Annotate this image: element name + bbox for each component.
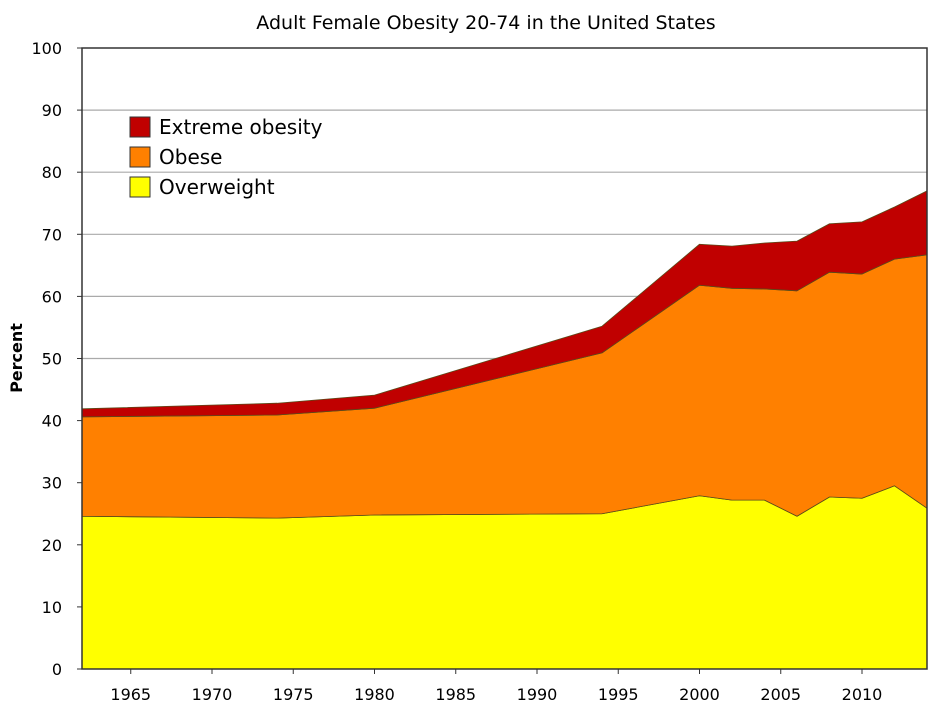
y-tick-label: 40 [42, 412, 62, 431]
x-tick-label: 2000 [679, 685, 720, 704]
legend-swatch [129, 146, 151, 168]
y-tick-label: 90 [42, 101, 62, 120]
legend-label: Obese [159, 145, 222, 169]
x-tick-label: 1970 [192, 685, 233, 704]
x-tick-label: 1975 [273, 685, 314, 704]
y-tick-label: 70 [42, 225, 62, 244]
y-tick-label: 80 [42, 163, 62, 182]
legend-swatch [129, 176, 151, 198]
y-tick-label: 60 [42, 287, 62, 306]
x-tick-label: 1985 [435, 685, 476, 704]
legend-swatch [129, 116, 151, 138]
y-tick-label: 50 [42, 350, 62, 369]
x-tick-label: 1990 [517, 685, 558, 704]
chart-title: Adult Female Obesity 20-74 in the United… [256, 12, 715, 34]
areas [81, 190, 928, 670]
x-tick-label: 1965 [110, 685, 151, 704]
legend: Extreme obesity Obese Overweight [129, 115, 323, 199]
x-tick-label: 1980 [354, 685, 395, 704]
y-tick-label: 10 [42, 598, 62, 617]
legend-label: Extreme obesity [159, 115, 323, 139]
y-axis-label: Percent [7, 323, 26, 393]
y-tick-label: 0 [52, 660, 62, 679]
x-tick-label: 2005 [760, 685, 801, 704]
x-tick-label: 1995 [598, 685, 639, 704]
y-tick-label: 100 [31, 39, 62, 58]
x-tick-label: 2010 [842, 685, 883, 704]
axes: 0 10 20 30 40 50 60 70 80 90 100 1965 1970 1975 1980 19… [31, 39, 928, 704]
y-tick-label: 20 [42, 536, 62, 555]
area-obese [81, 254, 928, 519]
plot-frame [81, 47, 928, 670]
legend-label: Overweight [159, 175, 275, 199]
y-tick-label: 30 [42, 474, 62, 493]
